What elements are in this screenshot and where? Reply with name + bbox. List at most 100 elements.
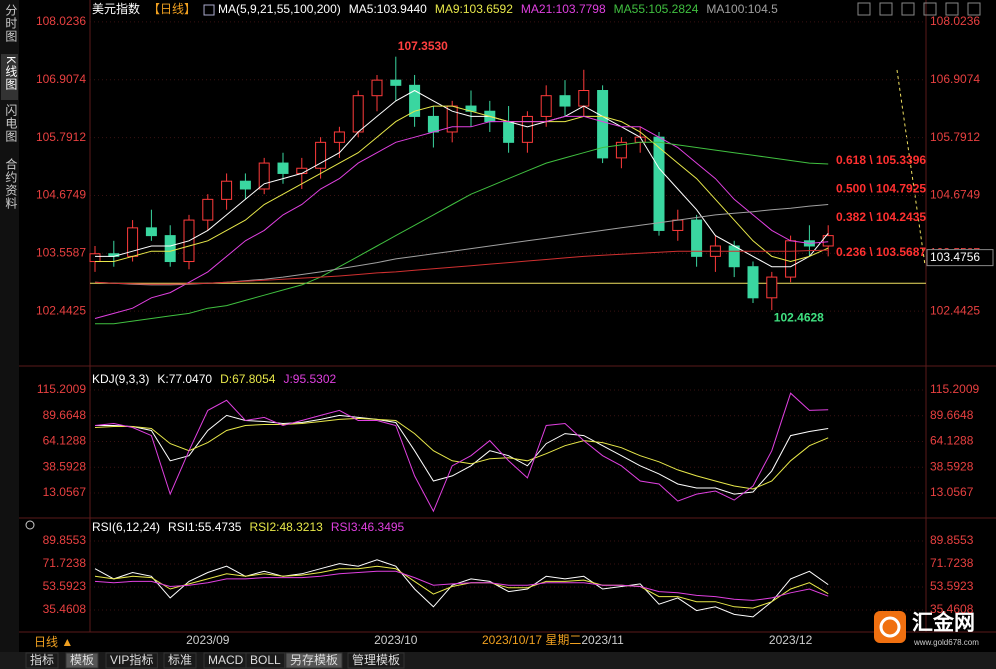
toolbar-tab-bg — [163, 652, 197, 669]
y-tick-label-right: 71.7238 — [930, 556, 974, 570]
legend-entry: MA100:104.5 — [706, 2, 778, 16]
y-tick-label-right: 35.4608 — [930, 602, 974, 616]
fib-label: 0.236 \ 103.5687 — [836, 245, 926, 259]
sidebar-bg — [0, 0, 19, 652]
candle-body — [390, 79, 402, 86]
y-tick-label: 89.8553 — [43, 533, 87, 547]
toolbar-tab[interactable]: MACD — [208, 653, 244, 667]
series-line — [94, 417, 829, 490]
y-tick-label-right: 108.0236 — [930, 14, 980, 28]
y-tick-label: 35.4608 — [43, 602, 87, 616]
legend-entry: MA55:105.2824 — [614, 2, 699, 16]
sidebar-tab[interactable]: 合约资料 — [4, 157, 18, 210]
fib-label: 0.382 \ 104.2435 — [836, 210, 926, 224]
candle-body — [653, 136, 665, 231]
series-line — [94, 392, 829, 513]
candle-body — [333, 131, 345, 143]
legend-entry: RSI1:55.4735 — [168, 520, 242, 534]
sidebar-tab[interactable]: K线图 — [4, 56, 18, 91]
y-tick-label: 38.5928 — [43, 459, 87, 473]
candle-body — [728, 245, 740, 268]
toolbar-tab-bg — [245, 652, 286, 669]
toolbar-tab[interactable]: 指标 — [30, 652, 54, 667]
x-tick-label: 2023/09 — [186, 633, 230, 647]
toolbar-tab[interactable]: 另存模板 — [290, 653, 338, 667]
candle-body — [672, 219, 684, 231]
candle-body — [540, 95, 552, 117]
candle-body — [427, 115, 439, 133]
candle-body — [296, 167, 308, 174]
series-line — [95, 414, 829, 495]
sidebar-tab[interactable]: 分时图 — [4, 4, 18, 43]
window-icons — [857, 2, 981, 16]
toolbar-tab[interactable]: 模板 — [70, 653, 94, 667]
candle-body — [521, 115, 533, 143]
logo-mark — [879, 616, 901, 638]
y-tick-label: 64.1288 — [43, 434, 87, 448]
toolbar-tab-bg — [285, 652, 343, 669]
indicator-icon — [203, 4, 215, 16]
legend-entry: MA21:103.7798 — [521, 2, 606, 16]
cursor-bg — [474, 633, 634, 649]
y-tick-label: 104.6749 — [36, 188, 86, 202]
candle-body — [315, 141, 327, 169]
last-price-box — [926, 249, 994, 267]
candle-body — [202, 198, 214, 221]
candle-body — [578, 90, 590, 107]
sidebar-tab[interactable]: 闪电图 — [4, 104, 18, 143]
y-tick-label: 89.6648 — [43, 408, 87, 422]
candle-body — [785, 240, 797, 278]
series-line — [95, 89, 829, 268]
y-tick-label-right: 38.5928 — [930, 459, 974, 473]
y-tick-label: 105.7912 — [36, 130, 86, 144]
candle-body — [277, 162, 289, 174]
sidebar-active — [1, 54, 18, 100]
toolbar-tab[interactable]: BOLL — [250, 653, 281, 667]
indicator-label: MA(5,9,21,55,100,200) — [218, 2, 341, 16]
cursor-label: 2023/10/17 星期二 — [482, 633, 581, 647]
candle-body — [352, 95, 364, 133]
candle-body — [221, 180, 233, 200]
settings-icon[interactable] — [25, 520, 35, 530]
candle-body — [559, 95, 571, 107]
period-switch[interactable]: 日线 ▲ — [34, 635, 73, 649]
extreme-label: 102.4628 — [774, 310, 824, 324]
legend-entry: RSI2:48.3213 — [249, 520, 323, 534]
candle-body — [409, 84, 421, 117]
indicator-label: RSI(6,12,24) — [92, 520, 160, 534]
y-tick-label-right: 64.1288 — [930, 434, 974, 448]
legend-entry: RSI3:46.3495 — [331, 520, 405, 534]
toolbar-tab[interactable]: VIP指标 — [110, 652, 153, 667]
y-tick-label: 53.5923 — [43, 579, 87, 593]
y-tick-label-right: 105.7912 — [930, 130, 980, 144]
series-line — [94, 565, 829, 609]
legend-entry: MA9:103.6592 — [435, 2, 513, 16]
candle-body — [503, 121, 515, 143]
legend-entry: J:95.5302 — [283, 372, 336, 386]
legend-entry: MA5:103.9440 — [349, 2, 427, 16]
logo-icon — [874, 611, 906, 643]
y-tick-label: 108.0236 — [36, 14, 86, 28]
y-tick-label-right: 106.9074 — [930, 72, 980, 86]
y-tick-label: 102.4425 — [36, 303, 86, 317]
candle-body — [691, 219, 703, 257]
candle-body — [822, 235, 834, 247]
candle-body — [164, 235, 176, 263]
y-tick-label: 115.2009 — [37, 382, 86, 396]
legend-entry: D:67.8054 — [220, 372, 276, 386]
series-line — [94, 570, 829, 601]
y-tick-label-right: 115.2009 — [930, 382, 979, 396]
toolbar-tab[interactable]: 标准 — [168, 653, 192, 667]
candle-body — [89, 253, 101, 263]
y-tick-label: 13.0567 — [43, 485, 87, 499]
x-tick-label: 2023/10 — [374, 633, 418, 647]
toolbar-tab-bg — [25, 652, 59, 669]
series-line — [95, 141, 829, 325]
toolbar-tab[interactable]: 管理模板 — [352, 652, 400, 667]
toolbar-tab-bg — [347, 652, 405, 669]
y-tick-label: 106.9074 — [36, 72, 86, 86]
y-tick-label-right: 104.6749 — [930, 188, 980, 202]
series-line — [94, 559, 829, 618]
indicator-label: KDJ(9,3,3) — [92, 372, 149, 386]
